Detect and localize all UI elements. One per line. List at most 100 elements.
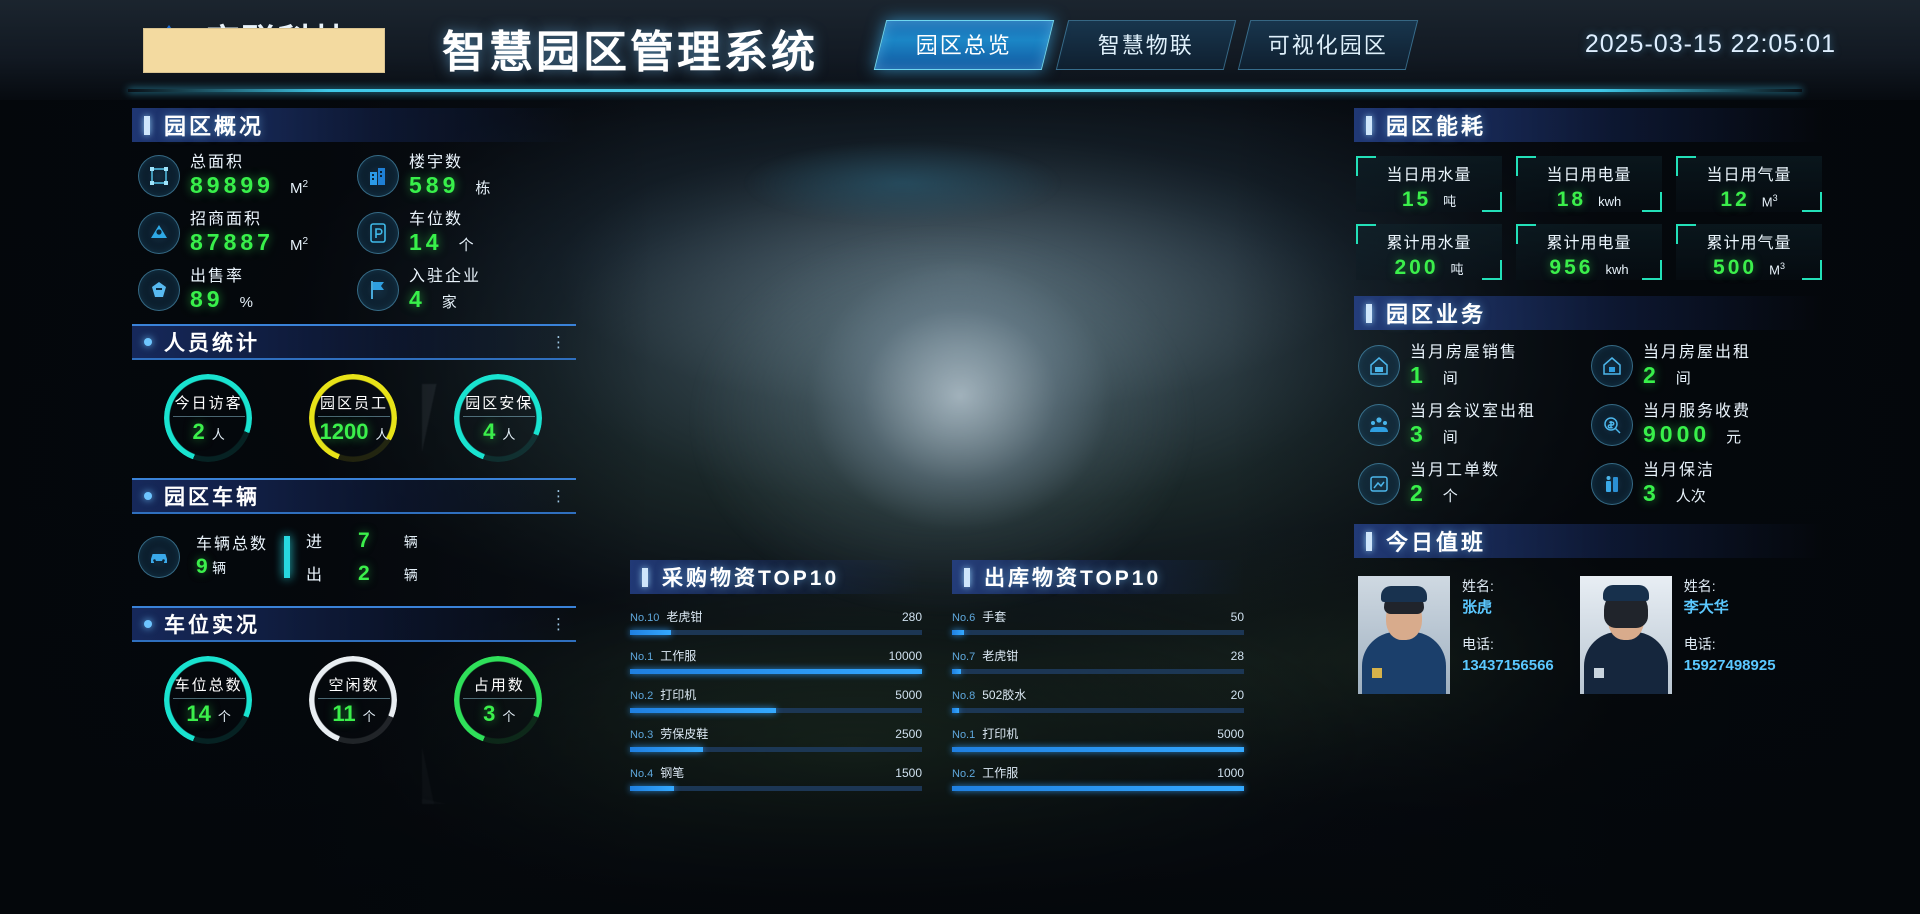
vehicle-out-label: 出 [306, 567, 325, 585]
list-item[interactable]: No.6 手套 50 [952, 608, 1244, 635]
section-title-business: 园区业务 [1386, 302, 1487, 327]
section-marker-icon [1366, 303, 1372, 323]
stat-unit: 间 [1442, 370, 1458, 388]
energy-electricity-today[interactable]: 当日用电量 18 kwh [1516, 156, 1662, 212]
area-icon [138, 155, 180, 198]
stat-building-count[interactable]: 楼宇数 589 栋 [357, 154, 576, 199]
duty-phone-label: 电话: [1462, 635, 1494, 652]
vehicle-out-row[interactable]: 出 2 辆 [306, 561, 418, 586]
stat-unit: 个 [1442, 488, 1458, 506]
stat-investment-area[interactable]: 招商面积 87887 M2 [138, 211, 357, 256]
parking-more-menu-icon[interactable]: ⋮ [551, 615, 566, 633]
stat-cleaning[interactable]: 当月保洁 3 人次 [1591, 462, 1824, 507]
stat-value: 1 [1410, 362, 1427, 389]
list-item[interactable]: No.7 老虎钳 28 [952, 647, 1244, 674]
list-item[interactable]: No.2 打印机 5000 [630, 686, 922, 713]
stat-sale-rate[interactable]: 出售率 89 % [138, 268, 357, 313]
vehicle-in-row[interactable]: 进 7 辆 [306, 528, 418, 553]
list-item[interactable]: No.3 劳保皮鞋 2500 [630, 725, 922, 752]
duty-card-1[interactable]: 姓名: 张虎 电话: 13437156566 [1358, 576, 1554, 695]
gauge-parking-total[interactable]: 车位总数 14 个 [154, 656, 264, 745]
energy-water-total[interactable]: 累计用水量 200 吨 [1356, 224, 1502, 280]
section-header-people-stats: 人员统计 ⋮ [132, 324, 576, 361]
list-item[interactable]: No.1 工作服 10000 [630, 647, 922, 674]
park-overview-stats: 总面积 89899 M2 楼宇数 589 栋 [132, 150, 576, 314]
stat-parking-spaces[interactable]: 车位数 14 个 [357, 211, 576, 256]
section-title-park-vehicles: 园区车辆 [164, 486, 260, 510]
gauge-ring [454, 374, 543, 463]
gauge-unit: 人 [211, 426, 225, 442]
car-icon [138, 536, 180, 579]
gauge-unit: 人 [502, 426, 516, 442]
bar-fill [952, 747, 1244, 752]
list-item[interactable]: No.8 502胶水 20 [952, 686, 1244, 713]
section-title-parking-status: 车位实况 [164, 614, 260, 638]
section-marker-icon [144, 115, 150, 135]
gauge-parking-free[interactable]: 空闲数 11 个 [299, 656, 409, 745]
energy-value: 500 [1713, 256, 1758, 279]
stat-label: 车位数 [409, 210, 464, 228]
bar-fill [952, 708, 960, 713]
energy-gas-today[interactable]: 当日用气量 12 M3 [1676, 156, 1822, 212]
stat-service-fee[interactable]: 当月服务收费 9000 元 [1591, 403, 1824, 448]
item-qty: 2500 [895, 727, 922, 741]
list-item[interactable]: No.10 老虎钳 280 [630, 608, 922, 635]
tab-smart-iot[interactable]: 智慧物联 [1055, 20, 1237, 70]
energy-water-today[interactable]: 当日用水量 15 吨 [1356, 156, 1502, 212]
list-item[interactable]: No.4 钢笔 1500 [630, 764, 922, 791]
stat-label: 当月房屋出租 [1643, 344, 1752, 361]
people-more-menu-icon[interactable]: ⋮ [551, 333, 566, 351]
stat-label: 楼宇数 [409, 154, 464, 171]
tab-park-overview[interactable]: 园区总览 [873, 20, 1055, 70]
item-qty: 1500 [895, 766, 922, 780]
energy-label: 当日用电量 [1546, 167, 1632, 184]
stat-unit: 间 [1675, 370, 1691, 388]
energy-unit: M3 [1761, 192, 1778, 209]
left-panel: 园区概况 总面积 89899 M2 楼宇数 589 栋 [132, 108, 576, 750]
center-top10-charts: 采购物资TOP10 No.10 老虎钳 280 No.1 工作服 10000 No.2 打… [630, 560, 1270, 803]
gauge-ring [308, 374, 397, 463]
energy-gas-total[interactable]: 累计用气量 500 M3 [1676, 224, 1822, 280]
section-title-outbound-top10: 出库物资TOP10 [984, 567, 1162, 590]
stat-resident-companies[interactable]: 入驻企业 4 家 [357, 268, 576, 313]
vehicle-total[interactable]: 车辆总数 9 辆 [196, 535, 268, 579]
bar-track [630, 708, 922, 713]
house-sale-icon [1358, 345, 1400, 388]
section-header-energy: 园区能耗 [1354, 108, 1824, 142]
list-item[interactable]: No.2 工作服 1000 [952, 764, 1244, 791]
energy-electricity-total[interactable]: 累计用电量 956 kwh [1516, 224, 1662, 280]
stat-unit: % [239, 294, 253, 312]
vehicle-out-unit: 辆 [403, 567, 418, 584]
gauge-ring [454, 656, 543, 745]
tab-park-overview-label: 园区总览 [915, 33, 1012, 58]
vehicle-in-label: 进 [306, 534, 325, 552]
vehicle-more-menu-icon[interactable]: ⋮ [551, 487, 566, 505]
rank-label: No.10 [630, 612, 660, 624]
section-marker-icon [1366, 531, 1372, 551]
energy-value: 12 [1720, 188, 1750, 211]
bullet-dot-icon [144, 620, 152, 629]
stat-total-area[interactable]: 总面积 89899 M2 [138, 154, 357, 199]
energy-unit: kwh [1605, 262, 1629, 277]
list-item[interactable]: No.1 打印机 5000 [952, 725, 1244, 752]
stat-unit: 家 [441, 294, 457, 312]
vehicle-in-unit: 辆 [403, 534, 418, 551]
duty-card-2[interactable]: 姓名: 李大华 电话: 15927498925 [1579, 576, 1776, 695]
company-icon [357, 269, 399, 312]
tab-visual-park[interactable]: 可视化园区 [1237, 20, 1419, 70]
avatar [1358, 576, 1450, 695]
gauge-park-employees[interactable]: 园区员工 1200 人 [299, 374, 409, 463]
stat-label: 入驻企业 [409, 267, 482, 285]
item-name: 工作服 [660, 649, 697, 663]
section-marker-icon [1366, 115, 1372, 135]
bar-track [952, 747, 1244, 752]
work-order-icon [1358, 463, 1400, 506]
